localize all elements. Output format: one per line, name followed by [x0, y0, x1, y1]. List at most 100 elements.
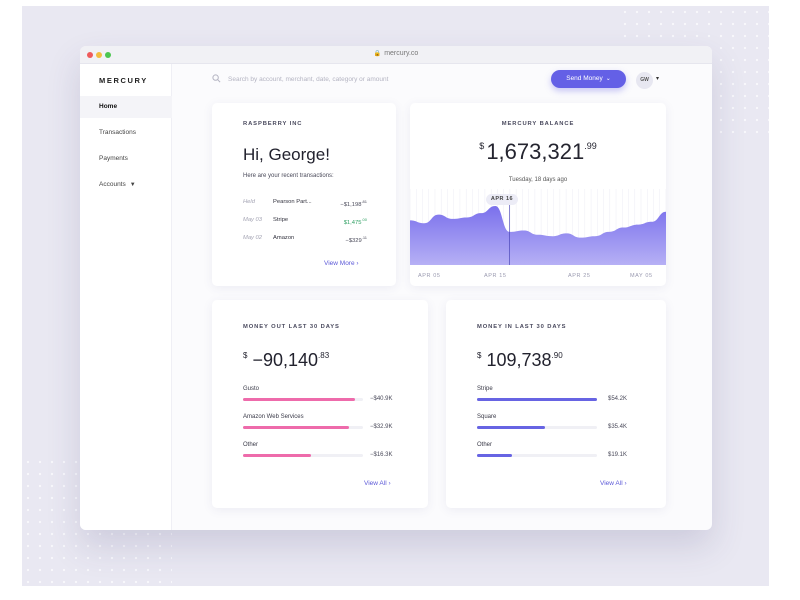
amount-whole: −$1,198	[340, 201, 362, 208]
chevron-down-icon: ⌄	[605, 76, 611, 82]
sidebar: MERCURY Home Transactions Payments Accou…	[80, 64, 172, 530]
sidebar-item-payments[interactable]: Payments	[80, 148, 172, 170]
caret-down-icon[interactable]: ▾	[656, 76, 660, 82]
category-bar-track	[477, 426, 597, 429]
browser-titlebar: 🔒 mercury.co	[80, 46, 712, 64]
balance-area-series	[410, 205, 666, 265]
lock-icon: 🔒	[373, 51, 382, 57]
category-bar-track	[477, 454, 597, 457]
category-bar	[477, 454, 512, 457]
category-bar-track	[243, 398, 363, 401]
balance-area-chart[interactable]	[410, 189, 666, 269]
transaction-row[interactable]: May 02 Amazon −$329.11	[243, 235, 367, 245]
money-in-card: MONEY IN LAST 30 DAYS $ 109,738.90 Strip…	[446, 300, 666, 508]
close-window-button[interactable]	[87, 52, 93, 58]
category-amount: −$32.9K	[370, 424, 393, 430]
transaction-date: Held	[243, 199, 255, 205]
category-bar	[477, 426, 546, 429]
transaction-amount: −$329.11	[345, 235, 367, 244]
category-name: Amazon Web Services	[243, 414, 304, 420]
category-name: Stripe	[477, 386, 493, 392]
date-marker: APR 16	[486, 194, 518, 205]
transaction-amount: −$1,198.81	[340, 199, 367, 208]
transaction-amount: $1,475.00	[344, 217, 367, 226]
amount-whole: 1,673,321	[486, 139, 585, 164]
caret-down-icon: ▼	[129, 182, 136, 188]
sidebar-item-label: Payments	[99, 155, 128, 162]
send-money-button[interactable]: Send Money ⌄	[551, 70, 626, 88]
company-name: RASPBERRY INC	[243, 121, 303, 127]
x-axis-tick: APR 05	[418, 273, 441, 279]
amount-cents: .11	[361, 235, 367, 240]
category-name: Square	[477, 414, 497, 420]
transaction-date: May 02	[243, 235, 263, 241]
browser-window: 🔒 mercury.co MERCURY Home Transactions Pa…	[80, 46, 712, 530]
transaction-merchant: Stripe	[273, 217, 289, 223]
category-bar	[243, 398, 355, 401]
amount-cents: .90	[551, 351, 563, 360]
amount-cents: .99	[584, 141, 597, 151]
category-amount: $35.4K	[608, 424, 628, 430]
transaction-merchant: Amazon	[273, 235, 295, 241]
money-out-amount: $ −90,140.83	[243, 350, 329, 371]
money-out-label: MONEY OUT LAST 30 DAYS	[243, 324, 340, 330]
sidebar-item-label: Accounts	[99, 181, 126, 188]
x-axis-tick: APR 25	[568, 273, 591, 279]
category-name: Other	[243, 442, 259, 448]
category-bar	[243, 426, 349, 429]
amount-whole: 109,738	[486, 350, 552, 370]
x-axis-tick: APR 15	[484, 273, 507, 279]
sidebar-item-label: Home	[99, 103, 118, 110]
view-more-link[interactable]: View More ›	[324, 260, 359, 267]
category-name: Gusto	[243, 386, 260, 392]
amount-cents: .81	[361, 199, 367, 204]
category-amount: −$40.9K	[370, 396, 393, 402]
amount-whole: $1,475	[343, 219, 362, 226]
transaction-row[interactable]: May 03 Stripe $1,475.00	[243, 217, 367, 227]
search-input[interactable]	[228, 74, 448, 85]
sidebar-item-label: Transactions	[99, 129, 136, 136]
send-money-label: Send Money	[566, 75, 603, 82]
avatar[interactable]: GW	[636, 72, 653, 89]
screenshot-backdrop: 🔒 mercury.co MERCURY Home Transactions Pa…	[22, 6, 769, 586]
category-amount: $54.2K	[608, 396, 628, 402]
balance-label: MERCURY BALANCE	[501, 121, 575, 127]
category-bar	[477, 398, 597, 401]
amount-cents: .83	[318, 351, 330, 360]
amount-whole: −$329	[345, 237, 362, 244]
category-bar-track	[243, 426, 363, 429]
x-axis-tick: MAY 05	[630, 273, 653, 279]
category-bar-track	[477, 398, 597, 401]
greeting-heading: Hi, George!	[243, 145, 330, 164]
category-name: Other	[477, 442, 493, 448]
currency-symbol: $	[243, 351, 248, 360]
sidebar-item-accounts[interactable]: Accounts ▼	[80, 174, 172, 196]
balance-card: MERCURY BALANCE $1,673,321.99 Tuesday, 1…	[410, 103, 666, 286]
mercury-logo[interactable]: MERCURY	[99, 76, 148, 85]
minimize-window-button[interactable]	[96, 52, 102, 58]
sidebar-item-home[interactable]: Home	[80, 96, 172, 118]
url-text: mercury.co	[384, 50, 419, 57]
money-in-amount: $ 109,738.90	[477, 350, 563, 371]
transaction-row[interactable]: Held Pearson Part... −$1,198.81	[243, 199, 367, 209]
sidebar-item-transactions[interactable]: Transactions	[80, 122, 172, 144]
money-out-card: MONEY OUT LAST 30 DAYS $ −90,140.83 Gust…	[212, 300, 428, 508]
recent-transactions-caption: Here are your recent transactions:	[243, 173, 334, 179]
category-bar-track	[243, 454, 363, 457]
amount-whole: −90,140	[252, 350, 319, 370]
currency-symbol: $	[479, 141, 485, 151]
transaction-date: May 03	[243, 217, 263, 223]
transaction-merchant: Pearson Part...	[273, 199, 312, 205]
balance-amount: $1,673,321.99	[410, 139, 666, 165]
currency-symbol: $	[477, 351, 482, 360]
balance-date: Tuesday, 18 days ago	[508, 177, 568, 183]
view-all-link[interactable]: View All ›	[364, 480, 391, 487]
money-in-label: MONEY IN LAST 30 DAYS	[477, 324, 567, 330]
search-icon	[212, 74, 221, 83]
category-bar	[243, 454, 312, 457]
view-all-link[interactable]: View All ›	[600, 480, 627, 487]
maximize-window-button[interactable]	[105, 52, 111, 58]
amount-cents: .00	[361, 217, 367, 222]
address-bar[interactable]: 🔒 mercury.co	[80, 50, 712, 57]
category-amount: $19.1K	[608, 452, 628, 458]
